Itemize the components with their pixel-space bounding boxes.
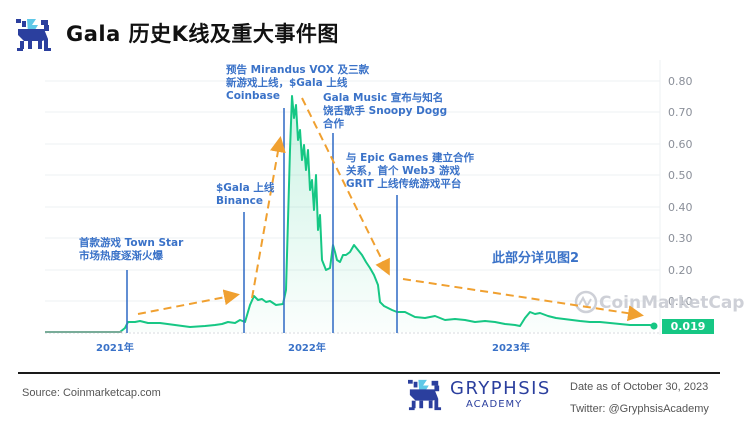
gryphsis-logo-icon <box>16 19 51 51</box>
annotation-town-star: 首款游戏 Town Star 市场热度逐渐火爆 <box>79 237 184 262</box>
svg-text:0.70: 0.70 <box>668 106 693 119</box>
svg-text:CoinMarketCap: CoinMarketCap <box>599 293 744 313</box>
annotation-snoop-dogg: Gala Music 宣布与知名 饶舌歌手 Snoopy Dogg 合作 <box>323 92 448 130</box>
svg-text:0.30: 0.30 <box>668 232 693 245</box>
gryphsis-footer-logo-icon <box>408 379 442 411</box>
y-axis-labels: 0.80 0.70 0.60 0.50 0.40 0.30 0.20 0.10 <box>668 75 693 308</box>
annotation-epic-games: 与 Epic Games 建立合作 关系，首个 Web3 游戏 GRIT 上线传… <box>346 152 474 190</box>
svg-text:0.20: 0.20 <box>668 264 693 277</box>
price-area <box>45 96 654 332</box>
svg-text:0.40: 0.40 <box>668 201 693 214</box>
svg-text:2021年: 2021年 <box>96 341 134 354</box>
current-price-badge: 0.019 <box>662 319 714 334</box>
trend-arrow-3 <box>301 97 390 276</box>
svg-text:0.60: 0.60 <box>668 138 693 151</box>
brand-subtitle: ACADEMY <box>466 399 523 410</box>
annotation-detail-note: 此部分详见图2 <box>492 251 580 266</box>
annotation-binance: $Gala 上线 Binance <box>216 182 275 207</box>
svg-text:2022年: 2022年 <box>288 341 326 354</box>
twitter-handle: Twitter: @GryphsisAcademy <box>570 403 709 415</box>
source-text: Source: Coinmarketcap.com <box>22 387 161 399</box>
svg-text:2023年: 2023年 <box>492 341 530 354</box>
x-axis-labels: 2021年 2022年 2023年 <box>96 341 530 354</box>
svg-text:0.50: 0.50 <box>668 169 693 182</box>
date-text: Date as of October 30, 2023 <box>570 381 709 393</box>
svg-text:0.10: 0.10 <box>668 295 693 308</box>
brand-name: GRYPHSIS <box>450 378 551 399</box>
page-title: Gala 历史K线及重大事件图 <box>66 22 339 46</box>
svg-text:0.80: 0.80 <box>668 75 693 88</box>
trend-arrows <box>137 97 644 322</box>
trend-arrow-1 <box>137 289 240 315</box>
annotation-coinbase: 预告 Mirandus VOX 及三款 新游戏上线，$Gala 上线 Coinb… <box>226 64 370 102</box>
current-price-dot <box>650 322 658 330</box>
trend-arrow-2 <box>251 136 286 299</box>
footer-divider <box>18 372 720 374</box>
trend-arrow-4 <box>402 278 644 322</box>
